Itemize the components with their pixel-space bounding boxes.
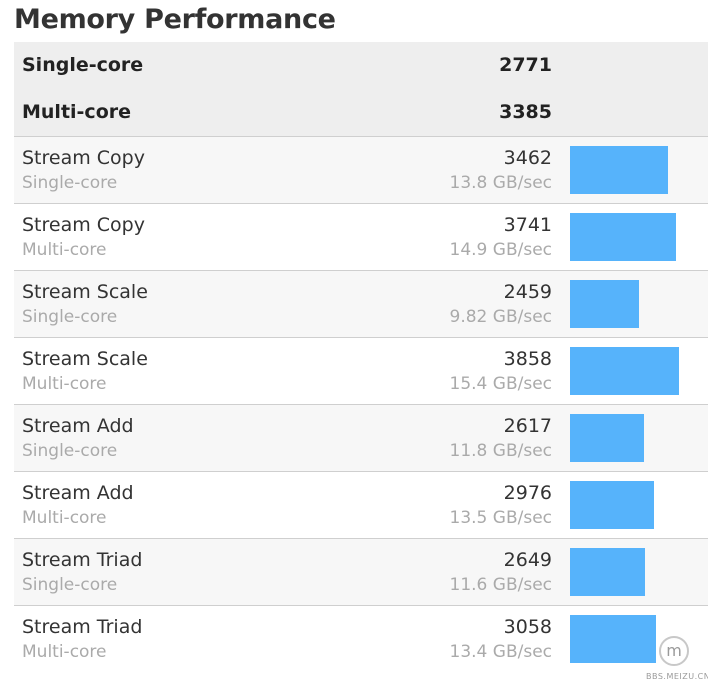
- test-mode: Single-core: [22, 441, 118, 461]
- benchmark-table: Stream Copy Single-core 3462 13.8 GB/sec Str…: [14, 136, 708, 672]
- test-mode: Multi-core: [22, 642, 107, 662]
- table-row: Stream Triad Multi-core 3058 13.4 GB/sec: [14, 605, 708, 672]
- watermark: m BBS.MEIZU.CN: [646, 636, 708, 686]
- summary-row-single: Single-core 2771: [14, 42, 708, 89]
- test-score: 2976: [503, 482, 552, 504]
- test-rate: 9.82 GB/sec: [449, 307, 552, 327]
- score-bar: [570, 280, 639, 328]
- test-score: 3858: [503, 348, 552, 370]
- test-name: Stream Scale: [22, 281, 148, 303]
- summary-value: 3385: [499, 101, 552, 123]
- test-score: 2459: [503, 281, 552, 303]
- table-row: Stream Scale Multi-core 3858 15.4 GB/sec: [14, 337, 708, 404]
- test-mode: Multi-core: [22, 508, 107, 528]
- test-name: Stream Copy: [22, 214, 145, 236]
- test-score: 2617: [503, 415, 552, 437]
- score-bar: [570, 213, 676, 261]
- table-row: Stream Scale Single-core 2459 9.82 GB/sec: [14, 270, 708, 337]
- summary-label: Multi-core: [22, 101, 131, 123]
- page-title: Memory Performance: [14, 4, 336, 35]
- test-mode: Single-core: [22, 575, 118, 595]
- test-mode: Multi-core: [22, 374, 107, 394]
- test-name: Stream Add: [22, 415, 134, 437]
- score-bar: [570, 481, 654, 529]
- score-bar: [570, 347, 679, 395]
- table-row: Stream Add Single-core 2617 11.8 GB/sec: [14, 404, 708, 471]
- summary-label: Single-core: [22, 54, 144, 76]
- test-name: Stream Scale: [22, 348, 148, 370]
- table-row: Stream Copy Single-core 3462 13.8 GB/sec: [14, 136, 708, 203]
- test-rate: 13.5 GB/sec: [449, 508, 552, 528]
- test-name: Stream Triad: [22, 549, 143, 571]
- test-mode: Single-core: [22, 307, 118, 327]
- test-rate: 15.4 GB/sec: [449, 374, 552, 394]
- table-row: Stream Add Multi-core 2976 13.5 GB/sec: [14, 471, 708, 538]
- test-rate: 11.8 GB/sec: [449, 441, 552, 461]
- test-score: 3058: [503, 616, 552, 638]
- score-bar: [570, 414, 644, 462]
- score-bar: [570, 548, 645, 596]
- summary-panel: Single-core 2771 Multi-core 3385: [14, 42, 708, 136]
- table-row: Stream Triad Single-core 2649 11.6 GB/sec: [14, 538, 708, 605]
- test-score: 2649: [503, 549, 552, 571]
- summary-row-multi: Multi-core 3385: [14, 89, 708, 136]
- meizu-logo-icon: m: [659, 636, 689, 666]
- table-row: Stream Copy Multi-core 3741 14.9 GB/sec: [14, 203, 708, 270]
- score-bar: [570, 615, 656, 663]
- test-rate: 14.9 GB/sec: [449, 240, 552, 260]
- score-bar: [570, 146, 668, 194]
- test-score: 3741: [503, 214, 552, 236]
- test-name: Stream Triad: [22, 616, 143, 638]
- test-rate: 11.6 GB/sec: [449, 575, 552, 595]
- test-rate: 13.4 GB/sec: [449, 642, 552, 662]
- watermark-glyph: m: [666, 641, 682, 660]
- test-mode: Single-core: [22, 173, 118, 193]
- test-score: 3462: [503, 147, 552, 169]
- test-mode: Multi-core: [22, 240, 107, 260]
- summary-value: 2771: [499, 54, 552, 76]
- watermark-text: BBS.MEIZU.CN: [646, 672, 708, 681]
- test-rate: 13.8 GB/sec: [449, 173, 552, 193]
- test-name: Stream Add: [22, 482, 134, 504]
- test-name: Stream Copy: [22, 147, 145, 169]
